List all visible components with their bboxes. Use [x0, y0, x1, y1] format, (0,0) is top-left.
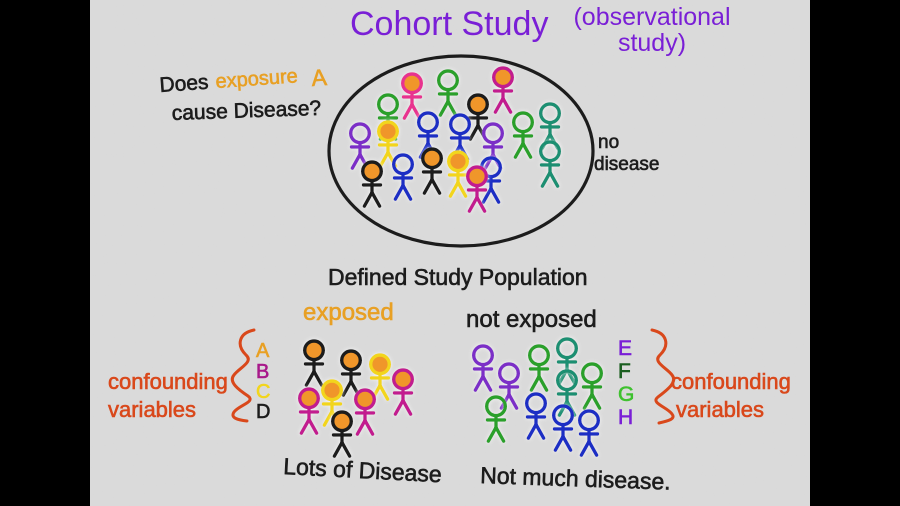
svg-text:G: G — [618, 383, 634, 406]
svg-text:A: A — [256, 340, 270, 362]
svg-text:variables: variables — [108, 397, 196, 422]
svg-text:Cohort Study: Cohort Study — [350, 5, 548, 43]
svg-text:H: H — [618, 406, 633, 429]
svg-text:exposed: exposed — [303, 299, 394, 326]
svg-text:no: no — [598, 132, 619, 153]
svg-text:Defined Study Population: Defined Study Population — [328, 264, 588, 290]
svg-text:F: F — [618, 360, 631, 383]
svg-text:confounding: confounding — [671, 369, 791, 394]
svg-text:(observational: (observational — [573, 3, 730, 31]
svg-text:not exposed: not exposed — [466, 306, 597, 333]
svg-text:A: A — [311, 64, 329, 91]
svg-text:disease: disease — [594, 154, 660, 175]
svg-text:Does: Does — [159, 71, 210, 97]
svg-text:E: E — [618, 337, 632, 360]
svg-text:B: B — [256, 361, 269, 383]
svg-text:study): study) — [618, 29, 686, 57]
svg-text:C: C — [256, 381, 270, 403]
svg-text:variables: variables — [676, 397, 764, 422]
svg-text:D: D — [256, 401, 270, 423]
svg-text:confounding: confounding — [108, 369, 228, 394]
